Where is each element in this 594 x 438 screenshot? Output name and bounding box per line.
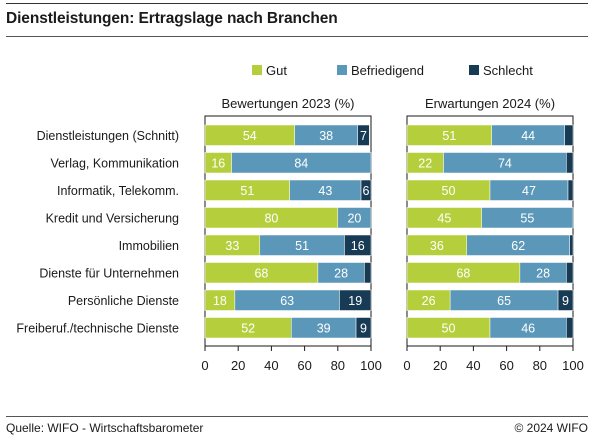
data-label: 6: [363, 184, 370, 198]
panel-frame: [406, 115, 574, 347]
bar-schlecht: [557, 289, 574, 311]
data-label: 19: [348, 294, 362, 308]
bar-schlecht: [344, 234, 372, 256]
data-label: 28: [536, 266, 550, 280]
bar-schlecht: [364, 262, 372, 284]
bar-schlecht: [355, 317, 372, 339]
data-label: 68: [456, 266, 470, 280]
data-label: 68: [254, 266, 268, 280]
category-label: Persönliche Dienste: [68, 294, 179, 308]
data-label: 50: [442, 184, 456, 198]
page-title: Dienstleistungen: Ertragslage nach Branc…: [6, 10, 338, 27]
data-label: 22: [418, 156, 432, 170]
data-label: 52: [241, 321, 255, 335]
bar-schlecht: [566, 152, 574, 174]
legend-swatch-gut: [252, 65, 262, 75]
data-label: 7: [360, 129, 367, 143]
bar-schlecht: [339, 289, 372, 311]
title-divider: [6, 36, 588, 37]
bar-befriedigend: [481, 207, 574, 229]
data-label: 39: [317, 321, 331, 335]
data-label: 26: [422, 294, 436, 308]
source-note: Quelle: WIFO - Wirtschaftsbarometer: [6, 421, 204, 435]
data-label: 46: [521, 321, 535, 335]
data-label: 55: [520, 211, 534, 225]
legend-label-schlecht: Schlecht: [483, 63, 533, 78]
copyright-note: © 2024 WIFO: [514, 421, 588, 435]
data-label: 38: [319, 129, 333, 143]
legend-label-befriedigend: Befriedigend: [351, 63, 424, 78]
data-label: 43: [318, 184, 332, 198]
data-label: 80: [264, 211, 278, 225]
data-label: 51: [442, 129, 456, 143]
x-tick-label: 40: [466, 358, 480, 373]
data-label: 51: [240, 184, 254, 198]
data-label: 45: [437, 211, 451, 225]
panel-title: Bewertungen 2023 (%): [222, 96, 355, 111]
x-tick-label: 80: [331, 358, 345, 373]
x-tick-label: 20: [231, 358, 245, 373]
legend-label-gut: Gut: [266, 63, 287, 78]
data-label: 54: [243, 129, 257, 143]
data-label: 16: [351, 239, 365, 253]
data-label: 84: [294, 156, 308, 170]
panel-title: Erwartungen 2024 (%): [425, 96, 555, 111]
data-label: 20: [347, 211, 361, 225]
x-tick-label: 100: [562, 358, 584, 373]
data-label: 16: [211, 156, 225, 170]
data-label: 62: [511, 239, 525, 253]
category-label: Dienstleistungen (Schnitt): [37, 129, 179, 143]
data-label: 18: [213, 294, 227, 308]
data-label: 63: [280, 294, 294, 308]
bar-schlecht: [564, 124, 574, 146]
data-label: 51: [295, 239, 309, 253]
bar-schlecht: [566, 317, 574, 339]
bar-schlecht: [569, 234, 574, 256]
x-tick-label: 60: [499, 358, 513, 373]
panel-frame: [204, 115, 372, 347]
bar-befriedigend: [231, 152, 372, 174]
bar-schlecht: [567, 179, 574, 201]
category-label: Immobilien: [119, 239, 179, 253]
data-label: 28: [334, 266, 348, 280]
x-tick-label: 20: [433, 358, 447, 373]
top-rule: [6, 3, 588, 4]
data-label: 9: [360, 321, 367, 335]
data-label: 47: [522, 184, 536, 198]
data-label: 36: [430, 239, 444, 253]
category-label: Freiberuf./technische Dienste: [16, 321, 179, 335]
legend-swatch-schlecht: [469, 65, 479, 75]
bar-schlecht: [360, 179, 372, 201]
category-label: Verlag, Kommunikation: [50, 156, 179, 170]
x-tick-label: 40: [264, 358, 278, 373]
data-label: 74: [498, 156, 512, 170]
data-label: 65: [497, 294, 511, 308]
data-label: 9: [562, 294, 569, 308]
legend-swatch-befriedigend: [337, 65, 347, 75]
x-tick-label: 100: [360, 358, 382, 373]
category-label: Dienste für Unternehmen: [39, 266, 179, 280]
bar-schlecht: [357, 124, 370, 146]
data-label: 44: [521, 129, 535, 143]
x-tick-label: 80: [533, 358, 547, 373]
category-label: Kredit und Versicherung: [46, 211, 179, 225]
bar-schlecht: [566, 262, 574, 284]
x-tick-label: 60: [297, 358, 311, 373]
bar-befriedigend: [337, 207, 372, 229]
data-label: 50: [442, 321, 456, 335]
category-label: Informatik, Telekomm.: [57, 184, 179, 198]
x-tick-label: 0: [201, 358, 208, 373]
footer-divider: [6, 416, 588, 417]
x-tick-label: 0: [403, 358, 410, 373]
data-label: 33: [225, 239, 239, 253]
